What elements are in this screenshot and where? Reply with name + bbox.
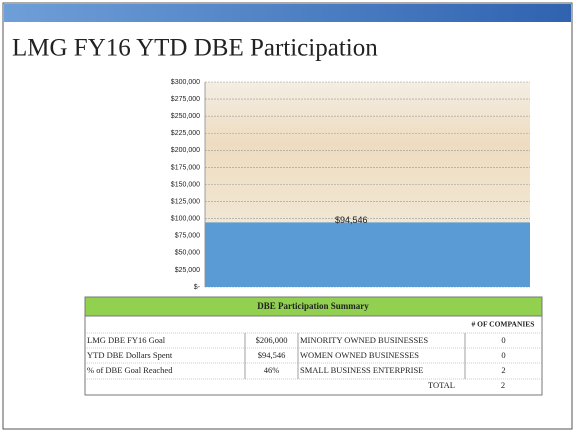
table-header	[84, 296, 543, 317]
y-tick-label: $75,000	[175, 233, 200, 240]
y-tick-label: $125,000	[171, 198, 200, 205]
value-label: $94,546	[335, 215, 368, 225]
slide-title: LMG FY16 YTD DBE Participation	[12, 35, 378, 62]
total-label: TOTAL	[428, 380, 455, 390]
count-header: # OF COMPANIES	[472, 320, 535, 329]
summary-table: DBE Participation Summary # OF COMPANIES…	[84, 296, 543, 396]
chart: $- $25,000 $50,000 $75,000 $100,000 $125,000 $…	[171, 79, 530, 291]
y-tick-label: $-	[194, 284, 201, 291]
table-cell: LMG DBE FY16 Goal	[87, 335, 166, 345]
table-cell: $206,000	[256, 335, 288, 345]
table-cell: % of DBE Goal Reached	[87, 365, 173, 375]
total-value: 2	[501, 380, 505, 390]
table-cell: 2	[501, 365, 505, 375]
table-cell: MINORITY OWNED BUSINESSES	[300, 335, 428, 345]
y-tick-label: $25,000	[175, 267, 200, 274]
table-cell: YTD DBE Dollars Spent	[87, 350, 173, 360]
table-cell: 0	[501, 350, 505, 360]
y-tick-label: $50,000	[175, 250, 200, 257]
table-cell: WOMEN OWNED BUSINESSES	[300, 350, 419, 360]
table-cell: $94,546	[258, 350, 286, 360]
y-tick-label: $275,000	[171, 96, 200, 103]
y-tick-label: $175,000	[171, 164, 200, 171]
y-tick-label: $100,000	[171, 216, 200, 223]
top-bar	[4, 4, 571, 22]
table-title: DBE Participation Summary	[257, 301, 369, 311]
table-cell: 0	[501, 335, 505, 345]
y-tick-label: $250,000	[171, 113, 200, 120]
bar	[205, 222, 530, 287]
table-cell: SMALL BUSINESS ENTERPRISE	[300, 365, 423, 375]
y-tick-label: $200,000	[171, 147, 200, 154]
y-tick-label: $300,000	[171, 79, 200, 86]
y-tick-label: $225,000	[171, 130, 200, 137]
table-cell: 46%	[264, 365, 280, 375]
y-tick-label: $150,000	[171, 181, 200, 188]
